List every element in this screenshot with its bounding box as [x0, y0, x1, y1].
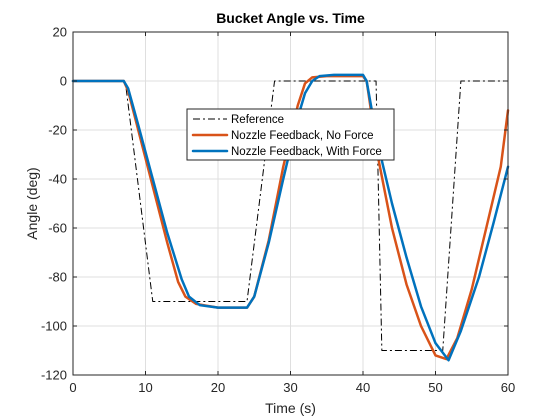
x-tick-label: 30 [283, 380, 297, 395]
y-tick-label: -60 [48, 221, 67, 236]
x-tick-label: 0 [69, 380, 76, 395]
y-tick-label: 0 [60, 74, 67, 89]
y-tick-label: 20 [53, 25, 67, 40]
series-line-1 [73, 80, 508, 351]
y-tick-label: -20 [48, 123, 67, 138]
ticks: 0 10 20 30 40 50 60 -120 -100 -80 -60 -40 -20 0 20 [41, 25, 515, 396]
x-tick-label: 20 [211, 380, 225, 395]
chart-title: Bucket Angle vs. Time [216, 10, 365, 26]
y-tick-label: -120 [41, 368, 67, 383]
y-axis-label: Angle (deg) [24, 167, 40, 239]
legend-entry-1: Reference [231, 114, 284, 126]
series-line-3 [71, 73, 510, 362]
series-lines [71, 73, 510, 362]
y-tick-label: -40 [48, 172, 67, 187]
legend-entry-3: Nozzle Feedback, With Force [231, 146, 382, 158]
legend-entry-2: Nozzle Feedback, No Force [231, 130, 374, 142]
legend: Reference Nozzle Feedback, No Force Nozzle… [186, 108, 395, 161]
y-tick-label: -80 [48, 270, 67, 285]
y-tick-label: -100 [41, 319, 67, 334]
x-tick-label: 10 [138, 380, 152, 395]
x-axis-label: Time (s) [265, 400, 316, 416]
x-tick-label: 50 [428, 380, 442, 395]
x-tick-label: 60 [501, 380, 515, 395]
x-tick-label: 40 [356, 380, 370, 395]
